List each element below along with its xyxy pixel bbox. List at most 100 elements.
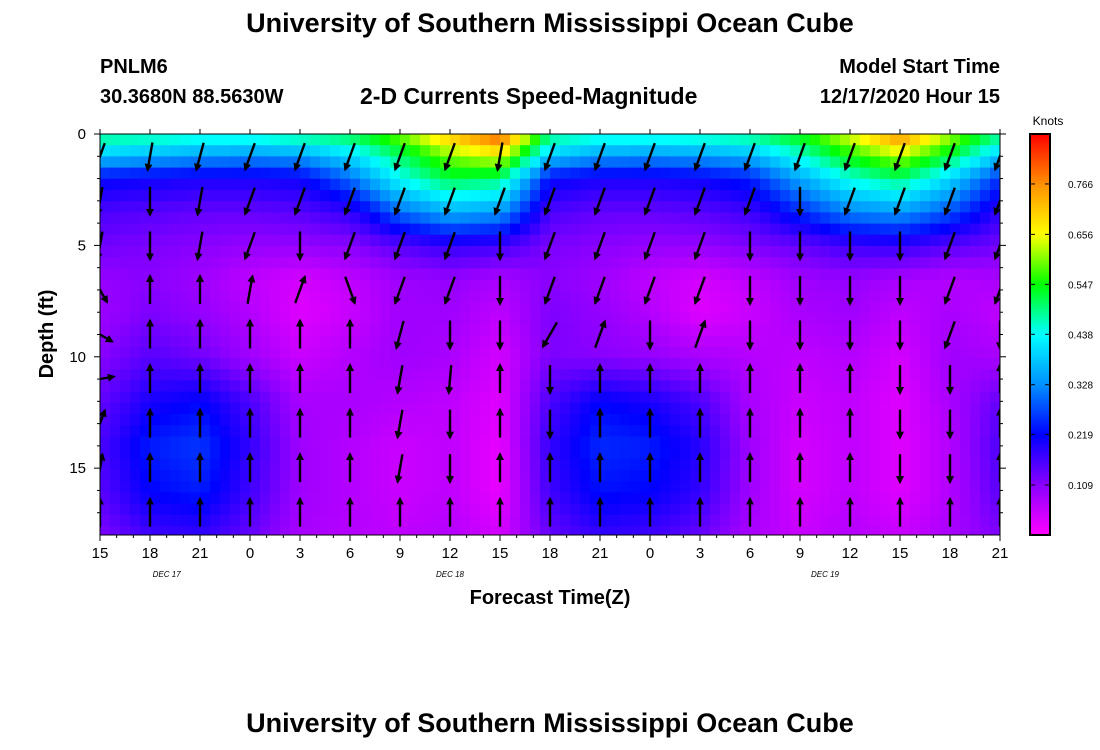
heatmap-cell <box>960 335 971 348</box>
heatmap-cell <box>740 391 751 404</box>
heatmap-cell <box>470 190 481 202</box>
heatmap-cell <box>310 526 321 535</box>
heatmap-cell <box>520 234 531 247</box>
heatmap-cell <box>430 212 441 225</box>
heatmap-cell <box>510 447 521 460</box>
heatmap-cell <box>180 178 191 191</box>
heatmap-cell <box>450 514 461 527</box>
heatmap-cell <box>710 268 721 281</box>
heatmap-cell <box>430 458 441 471</box>
heatmap-cell <box>200 145 211 157</box>
heatmap-cell <box>250 414 261 426</box>
heatmap-cell <box>350 156 361 169</box>
heatmap-cell <box>410 212 421 225</box>
heatmap-cell <box>460 324 471 337</box>
heatmap-cell <box>470 212 481 225</box>
heatmap-cell <box>130 234 141 247</box>
heatmap-cell <box>780 346 791 359</box>
heatmap-cell <box>920 470 931 482</box>
heatmap-cell <box>920 156 931 169</box>
heatmap-cell <box>250 436 261 449</box>
heatmap-cell <box>670 290 681 303</box>
heatmap-cell <box>990 335 1000 348</box>
heatmap-cell <box>860 358 871 370</box>
heatmap-cell <box>850 302 861 314</box>
heatmap-cell <box>100 302 111 314</box>
heatmap-cell <box>720 436 731 449</box>
heatmap-cell <box>830 514 841 527</box>
heatmap-cell <box>150 223 161 236</box>
heatmap-cell <box>870 246 881 258</box>
heatmap-cell <box>140 167 151 180</box>
heatmap-cell <box>450 369 461 381</box>
heatmap-cell <box>170 470 181 482</box>
heatmap-cell <box>780 134 791 146</box>
heatmap-cell <box>350 145 361 157</box>
heatmap-cell <box>870 223 881 236</box>
heatmap-cell <box>260 223 271 236</box>
heatmap-cell <box>730 369 741 381</box>
heatmap-cell <box>380 458 391 471</box>
heatmap-cell <box>640 234 651 247</box>
heatmap-cell <box>980 436 991 449</box>
heatmap-cell <box>820 436 831 449</box>
heatmap-cell <box>260 425 271 437</box>
heatmap-cell <box>410 156 421 169</box>
heatmap-cell <box>870 470 881 482</box>
heatmap-cell <box>130 201 141 213</box>
heatmap-cell <box>950 324 961 337</box>
heatmap-cell <box>650 178 661 191</box>
heatmap-cell <box>460 201 471 213</box>
heatmap-cell <box>930 458 941 471</box>
heatmap-cell <box>220 492 231 505</box>
heatmap-cell <box>230 190 241 202</box>
heatmap-cell <box>680 447 691 460</box>
heatmap-cell <box>430 134 441 146</box>
heatmap-cell <box>170 402 181 415</box>
heatmap-cell <box>460 391 471 404</box>
heatmap-cell <box>320 290 331 303</box>
heatmap-cell <box>160 481 171 493</box>
heatmap-cell <box>230 358 241 370</box>
heatmap-cell <box>130 145 141 157</box>
heatmap-cell <box>420 391 431 404</box>
heatmap-cell <box>950 391 961 404</box>
heatmap-cell <box>750 257 761 269</box>
heatmap-cell <box>590 212 601 225</box>
heatmap-cell <box>140 268 151 281</box>
heatmap-cell <box>290 268 301 281</box>
heatmap-cell <box>790 313 801 325</box>
heatmap-cell <box>620 335 631 348</box>
heatmap-cell <box>410 470 421 482</box>
heatmap-cell <box>200 414 211 426</box>
heatmap-cell <box>910 268 921 281</box>
heatmap-cell <box>180 447 191 460</box>
heatmap-cell <box>710 402 721 415</box>
heatmap-cell <box>400 190 411 202</box>
heatmap-cell <box>990 458 1000 471</box>
heatmap-cell <box>860 290 871 303</box>
heatmap-cell <box>760 358 771 370</box>
heatmap-cell <box>970 470 981 482</box>
heatmap-cell <box>510 257 521 269</box>
heatmap-cell <box>130 268 141 281</box>
heatmap-cell <box>210 268 221 281</box>
heatmap-cell <box>250 201 261 213</box>
heatmap-cell <box>500 246 511 258</box>
heatmap-cell <box>710 290 721 303</box>
heatmap-cell <box>420 436 431 449</box>
heatmap-cell <box>360 201 371 213</box>
heatmap-cell <box>850 470 861 482</box>
heatmap-cell <box>220 358 231 370</box>
heatmap-cell <box>750 514 761 527</box>
heatmap-cell <box>110 257 121 269</box>
heatmap-cell <box>820 234 831 247</box>
heatmap-cell <box>190 492 201 505</box>
heatmap-cell <box>920 425 931 437</box>
heatmap-cell <box>130 369 141 381</box>
heatmap-cell <box>670 279 681 292</box>
heatmap-cell <box>750 436 761 449</box>
heatmap-cell <box>800 458 811 471</box>
heatmap-cell <box>220 190 231 202</box>
heatmap-cell <box>410 414 421 426</box>
